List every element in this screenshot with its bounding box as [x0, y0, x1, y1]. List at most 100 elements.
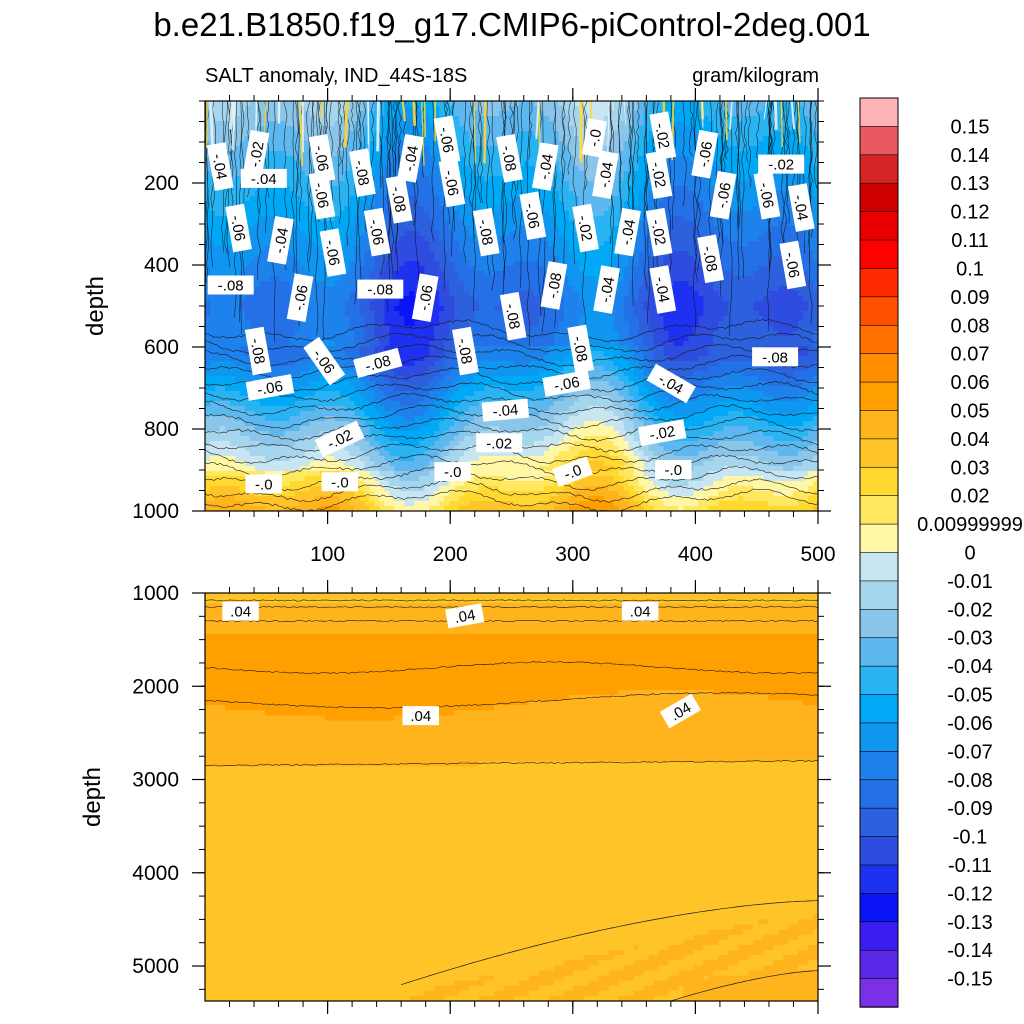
upper-band-cell — [758, 131, 764, 137]
upper-band-cell — [753, 261, 759, 267]
upper-band-cell — [379, 271, 386, 277]
upper-band-cell — [673, 286, 680, 292]
upper-band-cell — [573, 111, 580, 117]
upper-band-cell — [803, 146, 809, 152]
upper-band-cell — [778, 281, 784, 287]
upper-band-cell — [279, 301, 286, 307]
upper-band-cell — [434, 181, 440, 187]
upper-band-cell — [633, 261, 640, 267]
upper-band-cell — [703, 286, 709, 292]
upper-band-cell — [618, 156, 625, 162]
upper-band-cell — [628, 276, 635, 282]
upper-band-cell — [339, 221, 346, 227]
upper-band-cell — [424, 241, 430, 247]
upper-band-cell — [494, 256, 500, 262]
upper-band-cell — [568, 276, 575, 282]
upper-band-cell — [219, 256, 226, 262]
upper-band-cell — [289, 166, 296, 172]
upper-band-cell — [603, 101, 610, 107]
upper-band-cell — [294, 231, 301, 237]
upper-band-cell — [209, 256, 216, 262]
upper-band-cell — [618, 261, 625, 267]
upper-band-cell — [224, 191, 231, 197]
upper-band-cell — [419, 186, 425, 192]
upper-band-cell — [429, 246, 435, 252]
upper-band-cell — [284, 146, 291, 152]
upper-band-cell — [264, 286, 271, 292]
upper-band-cell — [603, 216, 610, 222]
upper-band-cell — [339, 286, 346, 292]
upper-band-cell — [573, 271, 580, 277]
upper-band-cell — [678, 181, 685, 187]
upper-band-cell — [304, 206, 311, 212]
upper-band-cell — [324, 296, 331, 302]
upper-band-cell — [553, 111, 560, 117]
upper-band-cell — [439, 251, 445, 257]
upper-band-cell — [349, 186, 356, 192]
upper-band-cell — [479, 176, 485, 182]
upper-band-cell — [469, 181, 475, 187]
upper-band-cell — [688, 256, 694, 262]
upper-band-cell — [464, 196, 470, 202]
upper-band-cell — [758, 266, 764, 272]
upper-band-cell — [623, 276, 630, 282]
upper-band-cell — [314, 286, 321, 292]
upper-band-cell — [738, 201, 744, 207]
upper-band-cell — [399, 256, 405, 262]
upper-band-cell — [279, 296, 286, 302]
upper-band-cell — [424, 171, 430, 177]
upper-band-cell — [613, 196, 620, 202]
upper-band-cell — [344, 281, 351, 287]
upper-band-cell — [573, 291, 580, 297]
upper-band-cell — [424, 156, 430, 162]
upper-band-cell — [319, 281, 326, 287]
upper-band-cell — [678, 266, 685, 272]
upper-band-cell — [289, 126, 296, 132]
upper-band-cell — [434, 156, 440, 162]
upper-band-cell — [344, 196, 351, 202]
upper-band-cell — [688, 176, 694, 182]
upper-band-cell — [469, 206, 475, 212]
upper-band-cell — [633, 266, 640, 272]
upper-band-cell — [399, 271, 405, 277]
upper-band-cell — [404, 276, 410, 282]
upper-band-cell — [678, 271, 685, 277]
upper-band-cell — [768, 271, 774, 277]
upper-band-cell — [249, 116, 256, 122]
upper-band-cell — [773, 261, 779, 267]
upper-band-cell — [274, 286, 281, 292]
upper-band-cell — [324, 301, 331, 307]
upper-band-cell — [474, 276, 480, 282]
upper-band-cell — [424, 256, 430, 262]
upper-band-cell — [528, 161, 535, 167]
upper-band-cell — [449, 221, 455, 227]
upper-band-cell — [678, 281, 685, 287]
upper-band-cell — [214, 256, 221, 262]
upper-band-cell — [713, 126, 719, 132]
upper-band-cell — [598, 206, 605, 212]
upper-band-cell — [279, 106, 286, 112]
upper-band-cell — [518, 151, 525, 157]
upper-band-cell — [808, 291, 814, 297]
upper-band-cell — [638, 146, 645, 152]
upper-band-cell — [688, 221, 694, 227]
upper-band-cell — [294, 201, 301, 207]
upper-band-cell — [763, 221, 769, 227]
upper-band-cell — [638, 271, 645, 277]
upper-band-cell — [479, 201, 485, 207]
upper-band-cell — [509, 246, 515, 252]
upper-band-cell — [678, 191, 685, 197]
upper-band-cell — [638, 156, 645, 162]
upper-band-cell — [429, 256, 435, 262]
upper-band-cell — [339, 186, 346, 192]
upper-band-cell — [279, 211, 286, 217]
upper-band-cell — [668, 226, 675, 232]
upper-band-cell — [409, 191, 415, 197]
upper-band-cell — [578, 281, 585, 287]
upper-band-cell — [214, 216, 221, 222]
upper-band-cell — [668, 221, 675, 227]
upper-band-cell — [434, 251, 440, 257]
upper-band-cell — [738, 291, 744, 297]
upper-band-cell — [459, 161, 465, 167]
upper-band-cell — [244, 261, 251, 267]
